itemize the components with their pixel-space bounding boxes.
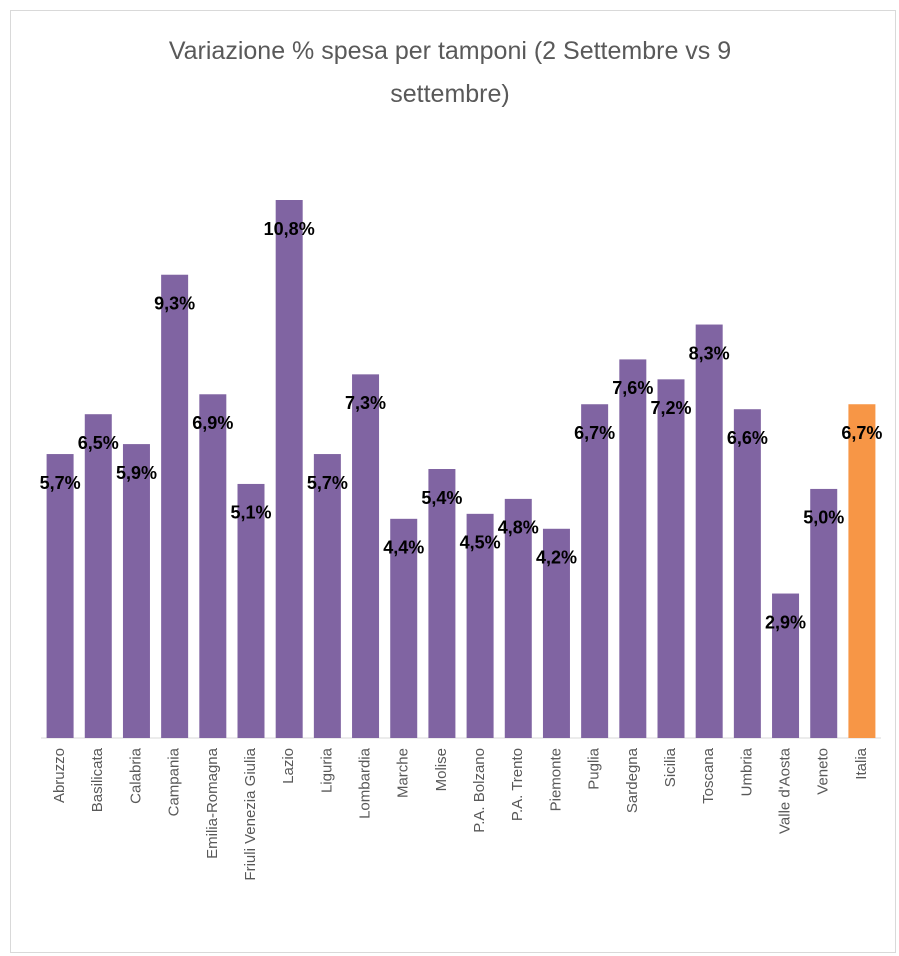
bar (428, 469, 456, 738)
x-tick-label: Umbria (738, 747, 755, 796)
data-label: 4,4% (383, 538, 424, 558)
data-label: 5,7% (307, 473, 348, 493)
data-label: 7,3% (345, 393, 386, 413)
x-tick-label: Valle d'Aosta (777, 747, 794, 834)
bar (313, 454, 341, 738)
bar (772, 593, 800, 738)
data-label: 7,2% (650, 398, 691, 418)
bar (352, 374, 380, 738)
x-tick-label: Campania (166, 747, 183, 816)
bar (733, 409, 761, 738)
data-label: 10,8% (264, 219, 315, 239)
data-label: 6,7% (841, 423, 882, 443)
x-tick-label: Toscana (700, 747, 717, 804)
bar (275, 200, 303, 738)
bar (46, 454, 74, 738)
bar (542, 528, 570, 738)
data-label: 5,9% (116, 463, 157, 483)
bar (161, 274, 189, 738)
x-tick-label: Lombardia (357, 747, 374, 819)
x-tick-label: Abruzzo (51, 748, 68, 803)
bar (390, 518, 418, 738)
x-tick-label: Basilicata (89, 747, 106, 812)
bar (657, 379, 685, 738)
x-tick-label: P.A. Bolzano (471, 748, 488, 833)
data-label: 5,0% (803, 508, 844, 528)
data-label: 6,9% (192, 413, 233, 433)
x-tick-label: Liguria (318, 747, 335, 793)
x-tick-label: Piemonte (547, 748, 564, 811)
data-label: 5,1% (230, 503, 271, 523)
bar (581, 404, 609, 738)
bar (199, 394, 227, 738)
chart-frame (10, 10, 896, 953)
x-tick-label: Marche (395, 748, 412, 798)
x-tick-label: Sardegna (624, 747, 641, 813)
x-tick-label: Emilia-Romagna (204, 747, 221, 859)
data-label: 7,6% (612, 378, 653, 398)
data-label: 2,9% (765, 612, 806, 632)
data-label: 4,8% (498, 518, 539, 538)
x-tick-label: P.A. Trento (509, 748, 526, 821)
x-tick-label: Italia (853, 747, 870, 779)
data-label: 9,3% (154, 293, 195, 313)
data-label: 4,5% (460, 533, 501, 553)
bar (122, 444, 150, 738)
bar (810, 488, 838, 738)
data-label: 5,4% (421, 488, 462, 508)
bar (84, 414, 112, 738)
bar (695, 324, 723, 738)
x-tick-label: Molise (433, 748, 450, 791)
bar (504, 498, 532, 738)
x-tick-label: Sicilia (662, 747, 679, 787)
bar (619, 359, 647, 738)
x-tick-label: Puglia (586, 747, 603, 789)
data-label: 5,7% (40, 473, 81, 493)
bar (466, 513, 494, 738)
data-label: 4,2% (536, 548, 577, 568)
x-tick-label: Veneto (815, 748, 832, 795)
x-tick-label: Friuli Venezia Giulia (242, 747, 259, 880)
x-tick-label: Calabria (127, 747, 144, 804)
data-label: 8,3% (689, 343, 730, 363)
chart-title: Variazione % spesa per tamponi (2 Settem… (168, 37, 732, 108)
data-label: 6,5% (78, 433, 119, 453)
data-label: 6,6% (727, 428, 768, 448)
bar (848, 404, 876, 738)
bar (237, 483, 265, 738)
x-tick-label: Lazio (280, 748, 297, 784)
data-label: 6,7% (574, 423, 615, 443)
